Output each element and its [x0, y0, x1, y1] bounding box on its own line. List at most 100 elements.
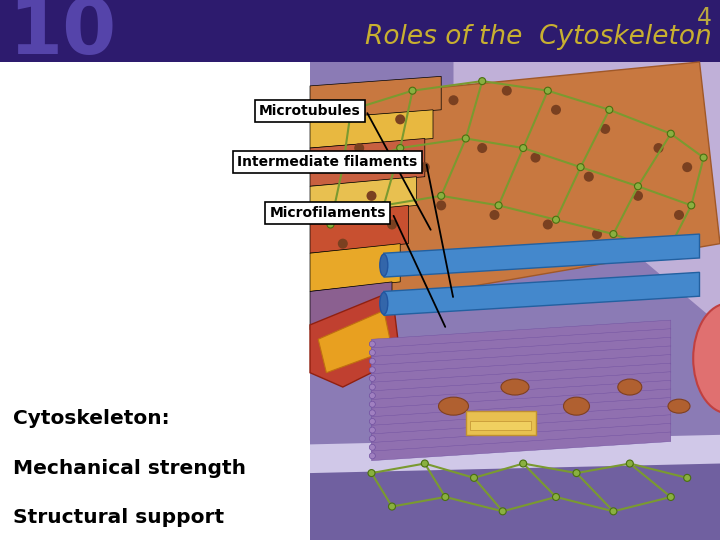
- Circle shape: [442, 494, 449, 501]
- Bar: [0, 62, 720, 540]
- Polygon shape: [454, 62, 720, 325]
- Circle shape: [369, 427, 375, 433]
- Circle shape: [584, 172, 594, 182]
- Polygon shape: [372, 363, 671, 392]
- Polygon shape: [318, 310, 392, 373]
- Circle shape: [592, 229, 602, 239]
- Polygon shape: [372, 432, 671, 461]
- Polygon shape: [372, 415, 671, 443]
- Circle shape: [642, 239, 651, 248]
- Circle shape: [369, 341, 375, 347]
- Polygon shape: [310, 177, 417, 215]
- Circle shape: [369, 358, 375, 364]
- Polygon shape: [310, 454, 720, 540]
- Circle shape: [544, 87, 552, 94]
- Ellipse shape: [380, 254, 388, 276]
- Circle shape: [369, 393, 375, 399]
- Polygon shape: [372, 380, 671, 409]
- Ellipse shape: [501, 379, 529, 395]
- Circle shape: [366, 191, 377, 201]
- Polygon shape: [310, 110, 433, 148]
- Polygon shape: [310, 205, 408, 253]
- Circle shape: [606, 106, 613, 113]
- Bar: [0, 0, 720, 62]
- Ellipse shape: [564, 397, 590, 415]
- Circle shape: [397, 145, 404, 152]
- Polygon shape: [470, 421, 531, 430]
- Polygon shape: [372, 346, 671, 375]
- Circle shape: [368, 470, 375, 477]
- Polygon shape: [372, 406, 671, 435]
- Polygon shape: [372, 355, 671, 383]
- Circle shape: [700, 154, 707, 161]
- Circle shape: [395, 114, 405, 124]
- Circle shape: [573, 470, 580, 477]
- Circle shape: [674, 210, 684, 220]
- Circle shape: [462, 135, 469, 142]
- Circle shape: [421, 460, 428, 467]
- Circle shape: [470, 474, 477, 481]
- Circle shape: [409, 87, 416, 94]
- Polygon shape: [372, 397, 671, 426]
- Circle shape: [387, 220, 397, 229]
- Circle shape: [600, 124, 611, 134]
- Polygon shape: [310, 292, 400, 387]
- Circle shape: [499, 508, 506, 515]
- Circle shape: [369, 453, 375, 459]
- Circle shape: [543, 220, 553, 229]
- Circle shape: [634, 183, 642, 190]
- Circle shape: [490, 210, 500, 220]
- Circle shape: [684, 474, 690, 481]
- Text: Intermediate filaments: Intermediate filaments: [238, 155, 418, 169]
- Circle shape: [520, 145, 527, 152]
- Polygon shape: [372, 329, 671, 357]
- Circle shape: [479, 78, 486, 85]
- Circle shape: [449, 95, 459, 105]
- Text: 4: 4: [697, 6, 712, 30]
- Text: Mechanical strength: Mechanical strength: [13, 458, 246, 478]
- Circle shape: [369, 410, 375, 416]
- Circle shape: [389, 503, 395, 510]
- Circle shape: [354, 143, 364, 153]
- Circle shape: [626, 460, 634, 467]
- Polygon shape: [372, 338, 671, 366]
- Circle shape: [477, 143, 487, 153]
- Ellipse shape: [380, 292, 388, 314]
- Circle shape: [369, 401, 375, 407]
- Circle shape: [369, 384, 375, 390]
- Polygon shape: [310, 76, 441, 119]
- Polygon shape: [310, 62, 720, 540]
- Circle shape: [502, 86, 512, 96]
- Text: Structural support: Structural support: [13, 508, 224, 528]
- Ellipse shape: [438, 397, 469, 415]
- Circle shape: [348, 106, 354, 113]
- Circle shape: [436, 200, 446, 211]
- Ellipse shape: [618, 379, 642, 395]
- Circle shape: [633, 191, 643, 201]
- Circle shape: [369, 418, 375, 424]
- Circle shape: [577, 164, 584, 171]
- Circle shape: [369, 367, 375, 373]
- Polygon shape: [310, 62, 720, 310]
- Circle shape: [552, 216, 559, 223]
- Circle shape: [495, 202, 502, 209]
- Text: Roles of the  Cytoskeleton: Roles of the Cytoskeleton: [365, 24, 712, 50]
- Circle shape: [663, 249, 670, 256]
- Polygon shape: [466, 411, 536, 435]
- Circle shape: [531, 153, 541, 163]
- Circle shape: [667, 494, 675, 501]
- Polygon shape: [372, 423, 671, 452]
- Circle shape: [380, 202, 387, 209]
- Circle shape: [420, 162, 430, 172]
- Polygon shape: [310, 435, 720, 473]
- Text: Microtubules: Microtubules: [258, 104, 361, 118]
- Circle shape: [552, 494, 559, 501]
- Circle shape: [654, 143, 664, 153]
- Circle shape: [369, 349, 375, 356]
- Polygon shape: [384, 272, 700, 315]
- Circle shape: [369, 444, 375, 450]
- Polygon shape: [310, 138, 425, 186]
- Text: 10: 10: [8, 0, 116, 70]
- Text: Cytoskeleton:: Cytoskeleton:: [13, 409, 170, 428]
- Ellipse shape: [668, 399, 690, 413]
